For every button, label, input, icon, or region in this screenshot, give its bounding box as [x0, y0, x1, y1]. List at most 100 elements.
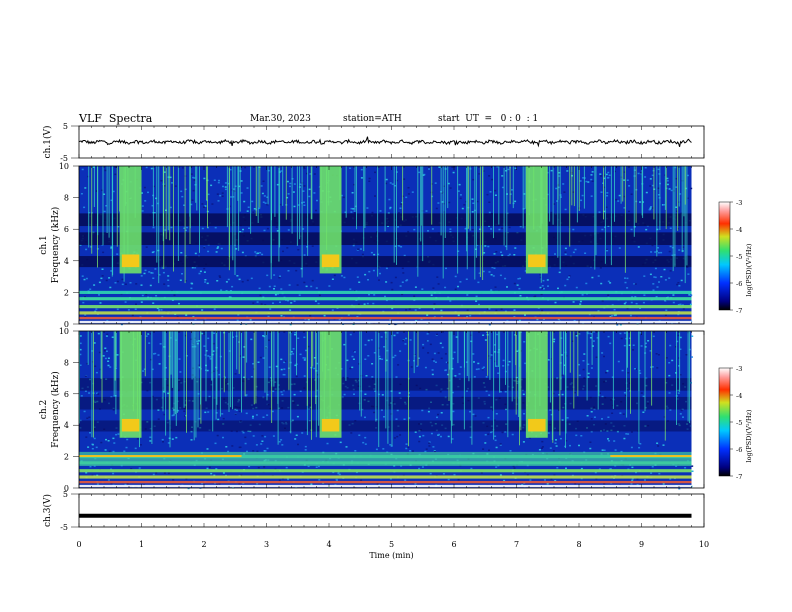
- s1-heatmap-cell: [682, 246, 685, 248]
- s2-heatmap-cell: [425, 448, 428, 450]
- s1-heatmap-cell: [235, 248, 238, 250]
- xaxis-tick-label: 8: [576, 540, 581, 549]
- s1-heatmap-cell: [243, 200, 246, 203]
- s2-heatmap-cell: [167, 486, 170, 489]
- s2-heatmap-streak: [115, 331, 117, 415]
- s2-heatmap-burst-core: [528, 418, 546, 432]
- s2-heatmap-cell: [611, 376, 614, 378]
- s1-heatmap-cell: [266, 274, 269, 277]
- s1-heatmap-cell: [167, 285, 170, 287]
- s1-heatmap-cell: [241, 231, 244, 234]
- s2-heatmap-cell: [621, 369, 624, 372]
- s2-heatmap-band: [79, 484, 692, 488]
- s2-heatmap-cell: [501, 431, 504, 434]
- s2-heatmap-cell: [495, 446, 498, 449]
- s1-heatmap-streak: [396, 166, 397, 265]
- s2-heatmap-streak: [271, 331, 273, 387]
- s2-heatmap-cell: [292, 348, 295, 350]
- s2-heatmap-cell: [554, 442, 557, 444]
- s2-heatmap-cell: [157, 418, 160, 420]
- s1-heatmap-cell: [650, 206, 652, 208]
- s1-heatmap-cell: [279, 275, 281, 277]
- s2-heatmap-streak: [499, 331, 501, 393]
- s1-heatmap-cell: [185, 229, 187, 232]
- s2-heatmap-streak: [664, 331, 666, 441]
- s1-colorbar-tick-label: -3: [736, 199, 742, 207]
- s1-heatmap-cell: [562, 183, 565, 185]
- s2-heatmap-cell: [157, 409, 160, 411]
- s2-heatmap-cell: [150, 358, 153, 361]
- s1-heatmap-streak: [549, 166, 551, 222]
- s1-heatmap-cell: [179, 279, 182, 281]
- s1-heatmap-cell: [603, 177, 606, 180]
- s1-heatmap-cell: [318, 294, 321, 297]
- s1-heatmap-cell: [657, 247, 659, 249]
- s1-heatmap-cell: [110, 247, 113, 250]
- s1-heatmap-cell: [400, 246, 403, 248]
- s2-heatmap-cell: [496, 333, 499, 336]
- s1-heatmap-cell: [278, 276, 281, 279]
- s2-heatmap-cell: [495, 413, 498, 415]
- s1-heatmap-cell: [635, 302, 638, 305]
- s1-heatmap-cell: [398, 245, 401, 247]
- s2-heatmap-streak: [144, 331, 146, 377]
- s1-heatmap-cell: [309, 315, 312, 317]
- s1-heatmap-streak: [301, 166, 303, 278]
- s1-heatmap-cell: [213, 308, 216, 310]
- s2-heatmap-cell: [639, 372, 642, 374]
- s1-heatmap-cell: [584, 252, 587, 254]
- s2-heatmap-cell: [283, 361, 286, 364]
- s1-heatmap-cell: [169, 176, 172, 179]
- s2-heatmap-cell: [668, 362, 671, 364]
- s1-ytick-label: 4: [64, 257, 69, 266]
- s1-heatmap-streak: [167, 166, 169, 231]
- s1-heatmap-cell: [181, 195, 184, 198]
- s2-heatmap-cell: [511, 433, 514, 436]
- s2-heatmap-cell: [149, 436, 152, 438]
- s2-heatmap-cell: [302, 357, 305, 359]
- s2-heatmap-cell: [481, 368, 484, 371]
- s2-heatmap-cell: [280, 368, 283, 371]
- s1-heatmap-cell: [151, 272, 154, 274]
- s1-heatmap-cell: [579, 303, 582, 305]
- s1-heatmap-cell: [572, 251, 575, 254]
- s2-heatmap-cell: [87, 446, 90, 448]
- s1-heatmap-cell: [204, 279, 207, 281]
- s1-heatmap-cell: [124, 283, 127, 285]
- s2-heatmap-streak: [598, 331, 600, 397]
- s2-heatmap-cell: [441, 346, 444, 349]
- s2-heatmap-cell: [429, 472, 432, 475]
- s2-heatmap-cell: [228, 350, 231, 352]
- s1-heatmap-streak: [177, 166, 179, 261]
- s1-heatmap-cell: [170, 226, 173, 229]
- s2-heatmap-cell: [93, 342, 96, 344]
- s2-heatmap-cell: [171, 438, 174, 440]
- s2-heatmap-cell: [607, 438, 609, 440]
- s1-heatmap-cell: [373, 253, 376, 256]
- s1-heatmap-cell: [686, 197, 689, 199]
- s2-heatmap-cell: [473, 361, 475, 363]
- s1-heatmap-cell: [605, 248, 608, 251]
- s2-heatmap-cell: [426, 340, 429, 342]
- s1-heatmap-streak: [417, 166, 419, 277]
- s1-heatmap-cell: [353, 183, 356, 186]
- s1-heatmap-cell: [368, 270, 371, 273]
- s2-heatmap-streak: [563, 331, 564, 375]
- s1-heatmap-cell: [246, 187, 249, 189]
- s1-heatmap-streak: [206, 166, 207, 200]
- s2-heatmap-streak: [387, 331, 389, 444]
- s1-heatmap-cell: [660, 276, 663, 278]
- s1-heatmap-streak: [665, 166, 667, 230]
- s2-heatmap-cell: [190, 338, 193, 340]
- s1-heatmap-streak: [475, 166, 477, 258]
- s2-heatmap-cell: [636, 478, 639, 480]
- s2-heatmap-cell: [337, 471, 340, 474]
- s2-heatmap-cell: [523, 413, 526, 415]
- s2-heatmap-cell: [116, 354, 119, 356]
- s2-heatmap-cell: [644, 479, 646, 481]
- s1-heatmap-cell: [303, 254, 306, 256]
- s1-heatmap-streak: [158, 166, 160, 284]
- s2-heatmap-cell: [404, 479, 407, 481]
- s1-heatmap-cell: [672, 301, 675, 304]
- s2-heatmap-cell: [243, 346, 246, 348]
